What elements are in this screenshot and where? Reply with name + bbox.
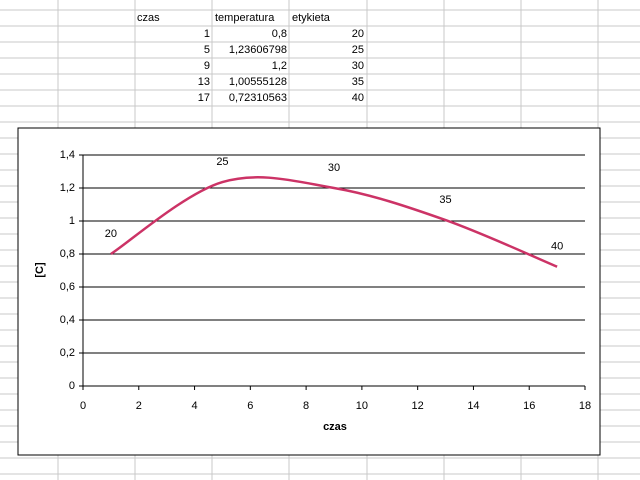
y-tick-label: 1,4 bbox=[60, 149, 75, 161]
x-axis-title: czas bbox=[323, 421, 347, 433]
header-cell: temperatura bbox=[215, 12, 275, 24]
x-tick-label: 16 bbox=[523, 400, 535, 412]
cell: 0,72310563 bbox=[229, 92, 287, 104]
header-cell: etykieta bbox=[292, 12, 331, 24]
cell: 1,00555128 bbox=[229, 76, 287, 88]
cell: 17 bbox=[198, 92, 210, 104]
cell: 5 bbox=[204, 44, 210, 56]
x-tick-label: 4 bbox=[191, 400, 197, 412]
cell: 1,2 bbox=[272, 60, 287, 72]
x-tick-label: 14 bbox=[467, 400, 479, 412]
y-tick-label: 0,2 bbox=[60, 347, 75, 359]
cell: 35 bbox=[352, 76, 364, 88]
x-tick-label: 2 bbox=[136, 400, 142, 412]
cell: 1,23606798 bbox=[229, 44, 287, 56]
cell: 40 bbox=[352, 92, 364, 104]
x-tick-label: 8 bbox=[303, 400, 309, 412]
point-label: 40 bbox=[551, 241, 563, 253]
y-tick-label: 0 bbox=[69, 380, 75, 392]
y-axis-title: [C] bbox=[34, 262, 46, 278]
x-tick-label: 0 bbox=[80, 400, 86, 412]
y-tick-label: 1,2 bbox=[60, 182, 75, 194]
cell: 25 bbox=[352, 44, 364, 56]
cell: 20 bbox=[352, 28, 364, 40]
x-tick-label: 18 bbox=[579, 400, 591, 412]
point-label: 25 bbox=[216, 156, 228, 168]
cell: 30 bbox=[352, 60, 364, 72]
series-line bbox=[110, 176, 558, 268]
cell: 13 bbox=[198, 76, 210, 88]
point-label: 30 bbox=[328, 162, 340, 174]
point-label: 35 bbox=[439, 194, 451, 206]
point-label: 20 bbox=[105, 228, 117, 240]
y-tick-label: 0,6 bbox=[60, 281, 75, 293]
x-tick-label: 6 bbox=[247, 400, 253, 412]
y-tick-label: 0,8 bbox=[60, 248, 75, 260]
x-tick-label: 12 bbox=[412, 400, 424, 412]
y-tick-label: 0,4 bbox=[60, 314, 75, 326]
cell: 1 bbox=[204, 28, 210, 40]
cell: 9 bbox=[204, 60, 210, 72]
x-tick-label: 10 bbox=[356, 400, 368, 412]
header-cell: czas bbox=[137, 12, 160, 24]
cell: 0,8 bbox=[272, 28, 287, 40]
y-tick-label: 1 bbox=[69, 215, 75, 227]
